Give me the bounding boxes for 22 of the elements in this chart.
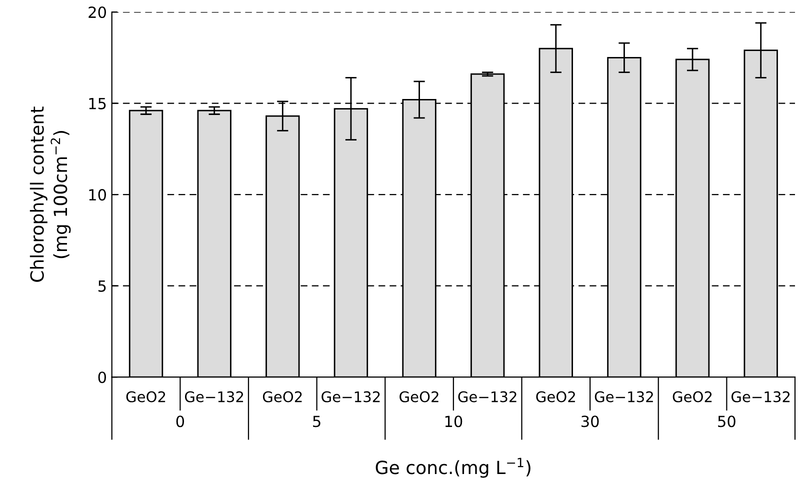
y-tick-label: 20 — [88, 6, 106, 18]
x-tick-label: GeO2 — [400, 391, 438, 402]
y-tick-label: 0 — [98, 372, 106, 384]
text: 10 — [445, 416, 462, 428]
x-tick-label: Ge−132 — [184, 391, 244, 402]
x-tick-label: Ge−132 — [594, 391, 653, 402]
y-tick-label: 15 — [89, 98, 106, 110]
x-tick-label: GeO2 — [126, 391, 166, 402]
x-tick-label: GeO2 — [262, 391, 302, 402]
text: 50 — [718, 416, 736, 428]
x-axis-title: Ge conc.(mg L$^{−1}$) — [376, 458, 530, 478]
x-tick-label: GeO2 — [672, 391, 712, 402]
y-tick-label: 10 — [89, 189, 106, 201]
text: 30 — [582, 416, 599, 428]
x-tick-label: Ge−132 — [732, 391, 790, 402]
y-axis-title: Chlorophyll content (mg 100cm$^{−2}$) — [30, 106, 71, 282]
x-tick-label: GeO2 — [536, 391, 575, 402]
text: 0 — [176, 416, 184, 428]
x-tick-label: Ge−132 — [322, 391, 380, 402]
y-tick-label: 5 — [98, 280, 106, 292]
x-tick-label: Ge−132 — [458, 391, 516, 402]
text: 5 — [313, 416, 320, 428]
